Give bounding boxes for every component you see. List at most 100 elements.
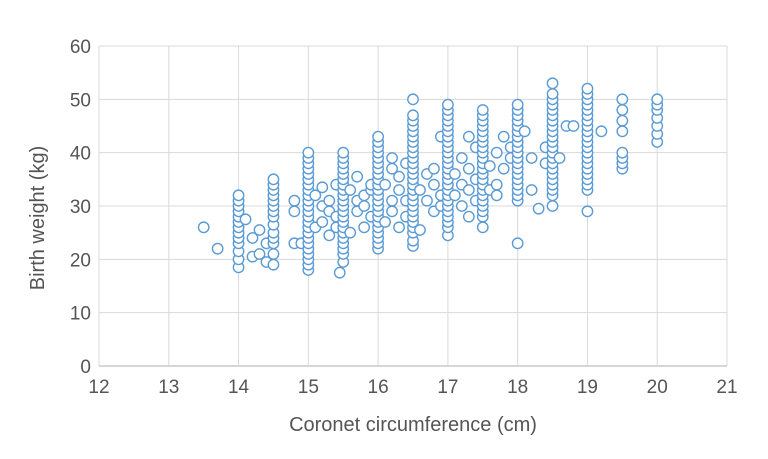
x-tick-label: 16 xyxy=(368,377,389,398)
data-point xyxy=(616,125,629,138)
data-point xyxy=(497,162,510,175)
data-point xyxy=(211,242,224,255)
data-point xyxy=(525,152,538,164)
data-points xyxy=(197,77,664,279)
x-axis-title: Coronet circumference (cm) xyxy=(289,414,537,436)
data-point xyxy=(518,125,531,138)
data-point xyxy=(246,232,259,244)
data-point xyxy=(546,200,559,212)
data-point xyxy=(323,229,336,242)
data-point xyxy=(344,226,357,239)
data-point xyxy=(581,82,594,95)
data-point xyxy=(393,184,405,196)
data-point xyxy=(490,178,503,191)
y-tick-label: 10 xyxy=(70,304,91,325)
data-point xyxy=(490,189,503,202)
data-point xyxy=(253,248,266,260)
data-point xyxy=(386,205,398,218)
data-point xyxy=(197,221,210,234)
data-point xyxy=(462,130,475,143)
data-point xyxy=(567,120,580,132)
data-point xyxy=(358,221,371,234)
data-point xyxy=(414,224,426,236)
data-point xyxy=(379,178,391,191)
data-point xyxy=(490,146,503,159)
data-point xyxy=(553,152,566,164)
data-point xyxy=(358,200,371,212)
data-point xyxy=(302,146,315,159)
data-point xyxy=(232,189,245,202)
x-tick-label: 15 xyxy=(298,377,319,398)
data-point xyxy=(448,189,461,202)
y-axis-title: Birth weight (kg) xyxy=(27,146,49,291)
data-point xyxy=(267,248,280,260)
data-point xyxy=(316,181,329,194)
data-point xyxy=(379,216,391,228)
data-point xyxy=(616,146,629,159)
data-point xyxy=(323,194,336,207)
data-point xyxy=(333,266,346,279)
data-point xyxy=(386,194,398,207)
data-point xyxy=(616,104,629,116)
data-point xyxy=(441,98,454,111)
data-point xyxy=(546,88,559,100)
data-point xyxy=(267,173,280,186)
data-point xyxy=(372,130,385,143)
x-tick-label: 12 xyxy=(88,377,109,398)
data-point xyxy=(414,184,426,196)
data-point xyxy=(616,93,629,106)
y-tick-label: 60 xyxy=(70,37,91,58)
data-point xyxy=(476,221,489,234)
data-point xyxy=(407,93,419,106)
x-tick-label: 20 xyxy=(647,377,668,398)
y-tick-label: 40 xyxy=(70,144,91,165)
y-tick-label: 30 xyxy=(70,197,91,218)
x-tick-labels: 12 13 14 15 16 17 18 19 20 21 xyxy=(88,377,737,398)
y-tick-label: 50 xyxy=(70,90,91,111)
data-point xyxy=(546,77,559,90)
data-point xyxy=(462,184,475,196)
data-point xyxy=(428,178,440,191)
data-point xyxy=(386,152,398,164)
data-point xyxy=(309,189,322,202)
data-point xyxy=(651,93,664,106)
data-point xyxy=(497,130,510,143)
data-point xyxy=(351,170,364,183)
x-tick-label: 21 xyxy=(716,377,737,398)
data-point xyxy=(288,205,301,218)
data-point xyxy=(253,224,266,236)
data-point xyxy=(511,237,524,250)
data-point xyxy=(448,168,461,180)
data-point xyxy=(483,160,496,172)
data-point xyxy=(476,104,489,116)
data-point xyxy=(337,146,350,159)
data-point xyxy=(532,202,545,215)
data-point xyxy=(455,200,468,212)
data-point xyxy=(393,221,405,234)
x-tick-label: 13 xyxy=(158,377,179,398)
data-point xyxy=(344,184,357,196)
data-point xyxy=(511,98,524,111)
y-tick-labels: 0 10 20 30 40 50 60 xyxy=(70,37,91,378)
data-point xyxy=(616,114,629,127)
data-point xyxy=(595,125,608,138)
data-point xyxy=(288,194,301,207)
y-tick-label: 20 xyxy=(70,250,91,271)
x-tick-label: 18 xyxy=(507,377,528,398)
data-point xyxy=(428,162,440,175)
data-point xyxy=(267,258,280,271)
x-tick-label: 14 xyxy=(228,377,250,398)
data-point xyxy=(462,162,475,175)
data-point xyxy=(462,210,475,223)
data-point xyxy=(581,205,594,218)
data-point xyxy=(316,216,329,228)
y-tick-label: 0 xyxy=(80,357,91,378)
data-point xyxy=(421,194,433,207)
data-point xyxy=(525,184,538,196)
data-point xyxy=(239,213,252,226)
data-point xyxy=(393,170,405,183)
data-point xyxy=(455,152,468,164)
x-tick-label: 17 xyxy=(437,377,458,398)
